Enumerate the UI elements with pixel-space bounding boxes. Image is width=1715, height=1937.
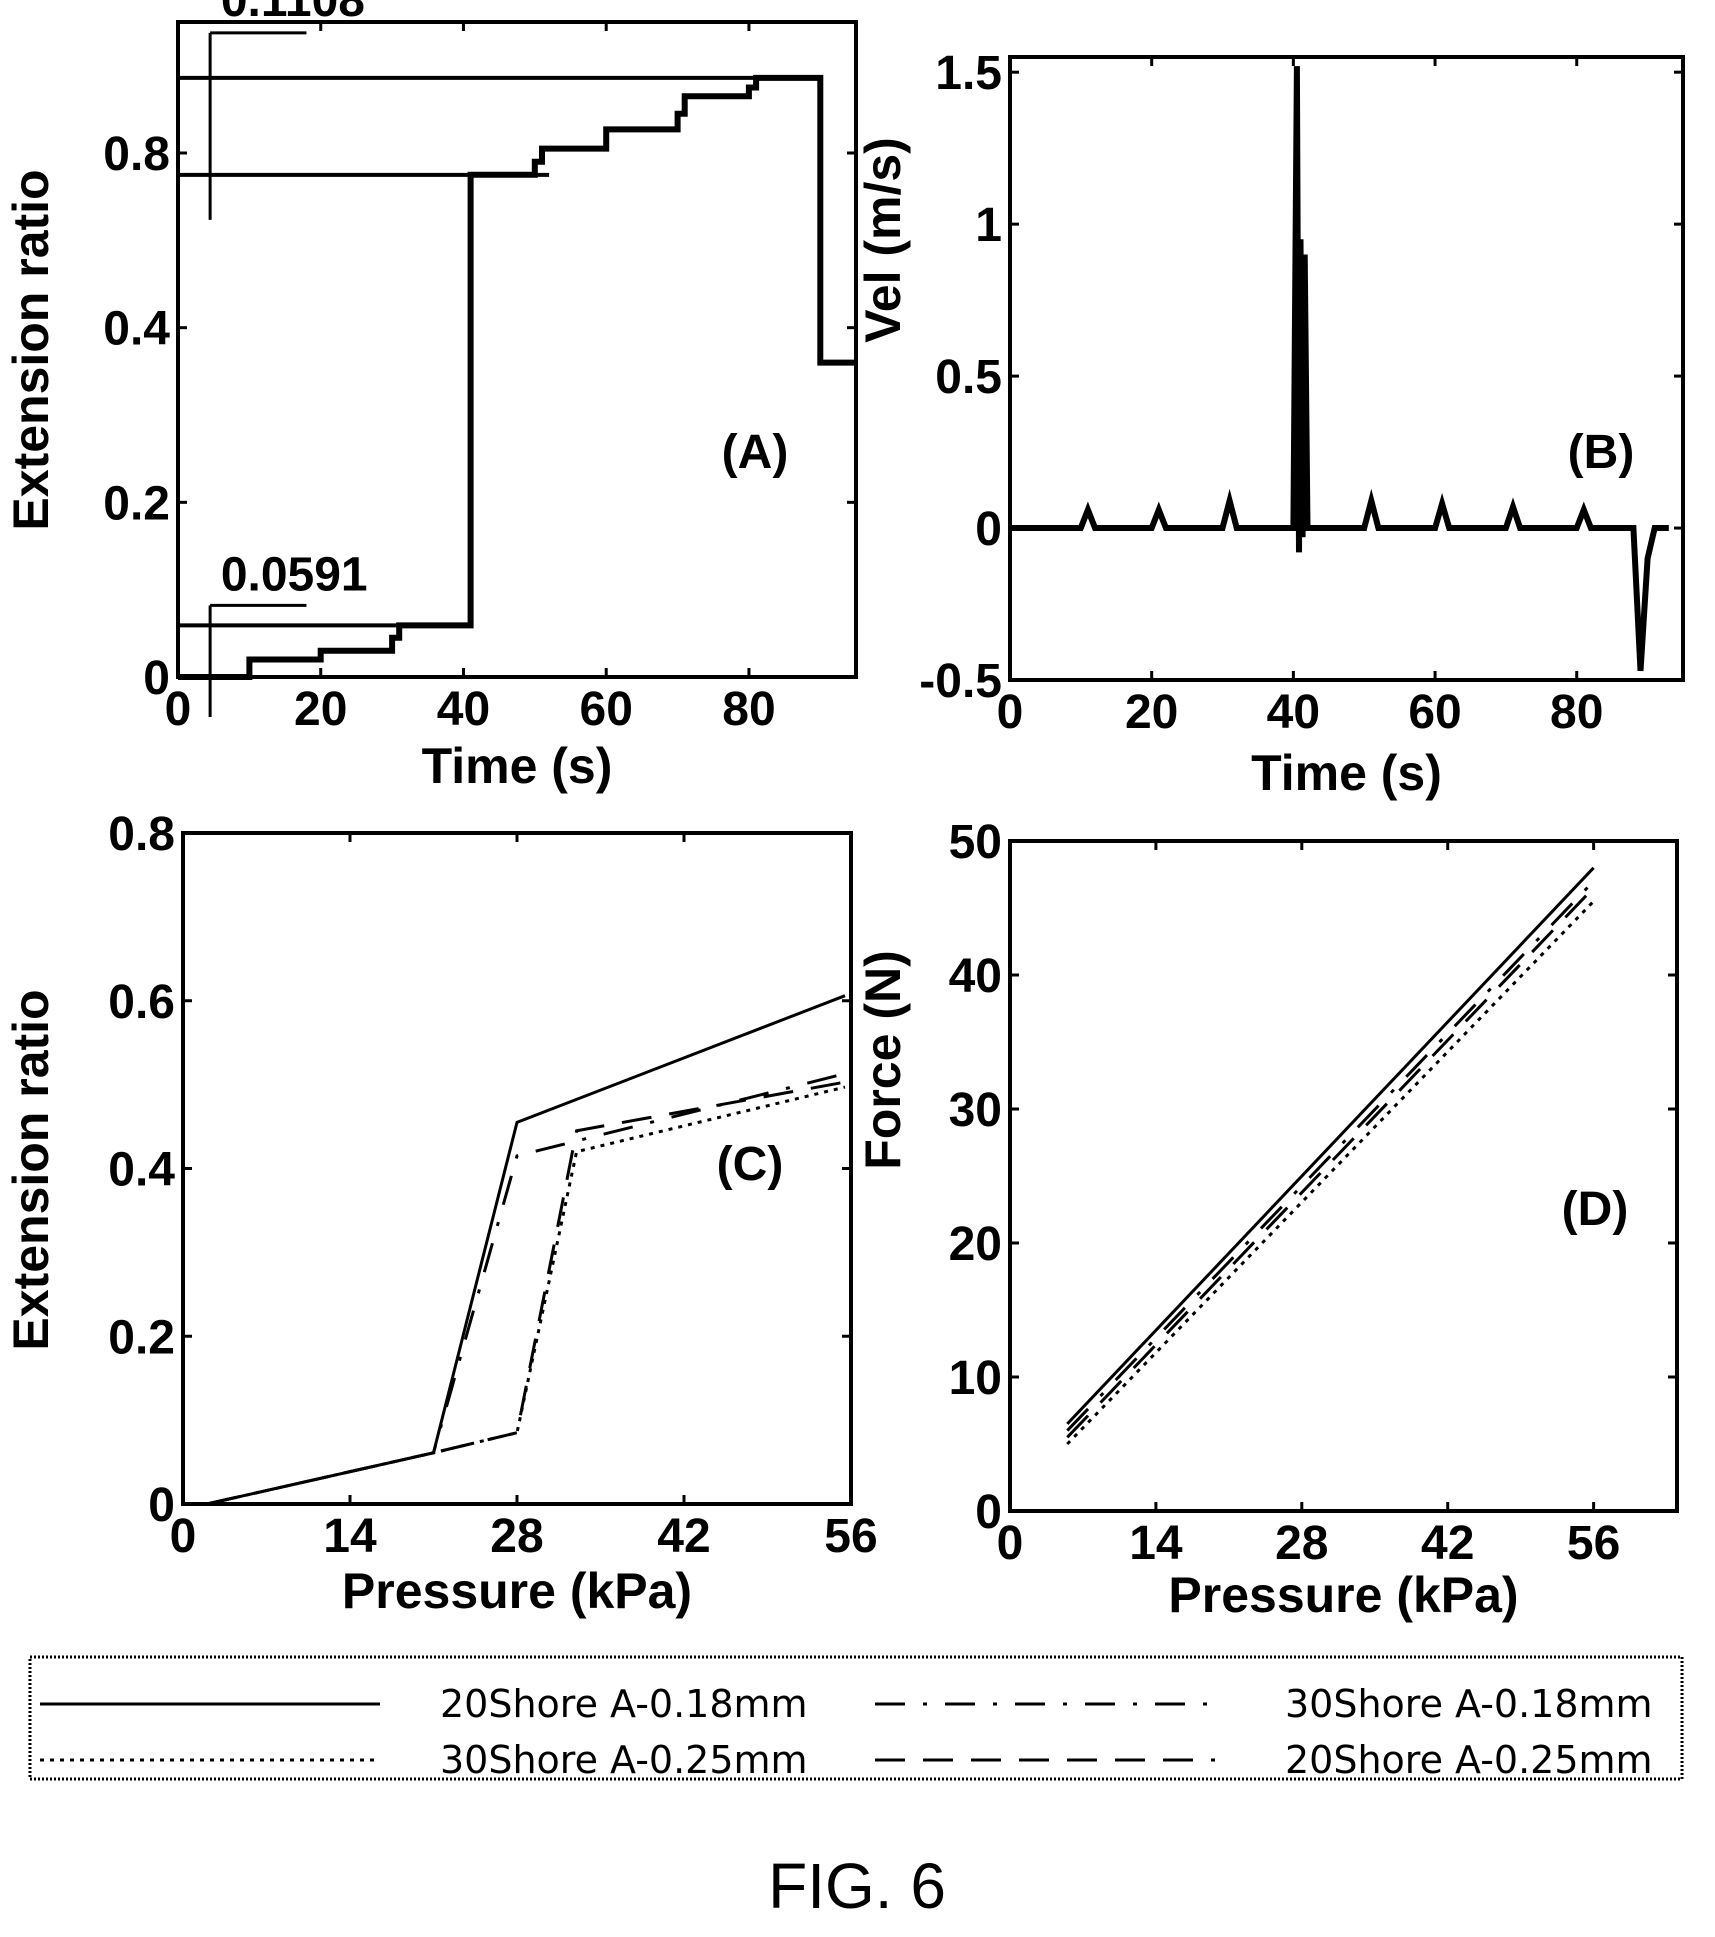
chart-panel-2: 0 14 28 42 56 0 0.2 0.4 0.6 0.8 Pressure (kPa) Exte…: [3, 808, 878, 1619]
x-tick-label: 56: [824, 1510, 877, 1563]
x-tick-label: 28: [490, 1510, 543, 1563]
series-line-3: [206, 1080, 846, 1506]
panel-label: (A): [722, 426, 789, 479]
y-tick-label: 0: [975, 1486, 1002, 1539]
y-tick-label: 0.4: [103, 303, 170, 356]
y-tick-label: 0: [143, 652, 170, 705]
annotation-label-0: 0.1108: [221, 0, 365, 27]
legend-label-2: 30Shore A-0.25mm: [440, 1738, 808, 1782]
y-tick-label: 0: [148, 1479, 175, 1532]
panel-label: (B): [1568, 426, 1635, 479]
x-tick-label: 14: [323, 1510, 377, 1563]
x-tick-label: 60: [580, 683, 633, 736]
plot-frame: [176, 20, 858, 679]
y-tick-label: 0.8: [103, 0, 170, 6]
y-tick-label: 40: [949, 950, 1002, 1003]
legend-frame: [28, 1655, 1684, 1781]
x-tick-label: 42: [657, 1510, 710, 1563]
y-axis-label: Vel (m/s): [855, 137, 911, 343]
series-line-0: [1010, 66, 1669, 672]
panel-label: (D): [1562, 1183, 1629, 1236]
y-tick-label: 0.8: [108, 808, 175, 861]
x-tick-label: 20: [1125, 686, 1178, 739]
y-tick-label: 10: [949, 1352, 1002, 1405]
x-tick-label: 0: [165, 683, 192, 736]
x-axis-label: Time (s): [422, 738, 613, 794]
y-tick-label: 0.6: [108, 976, 175, 1029]
y-tick-label: 20: [949, 1218, 1002, 1271]
x-tick-label: 42: [1421, 1517, 1474, 1570]
x-tick-label: 28: [1275, 1517, 1328, 1570]
series-line-1: [1066, 880, 1595, 1432]
x-tick-label: 56: [1567, 1517, 1620, 1570]
y-tick-label: 1: [975, 199, 1002, 252]
x-axis-label: Pressure (kPa): [1168, 1567, 1518, 1623]
x-axis-label: Time (s): [1251, 745, 1442, 801]
plot-frame: [1008, 55, 1685, 682]
x-tick-label: 0: [997, 1517, 1024, 1570]
x-tick-label: 40: [1267, 686, 1320, 739]
series-line-0: [206, 994, 846, 1506]
legend: 20Shore A-0.18mm 30Shore A-0.18mm 30Shor…: [28, 1655, 1684, 1782]
x-tick-label: 80: [722, 683, 775, 736]
y-tick-label: 50: [949, 816, 1002, 869]
series-line-2: [1066, 900, 1595, 1446]
y-axis-label: Extension ratio: [3, 169, 59, 530]
x-tick-label: 0: [997, 686, 1024, 739]
x-tick-label: 40: [437, 683, 490, 736]
legend-label-1: 30Shore A-0.18mm: [1285, 1682, 1653, 1726]
series-line-0: [178, 74, 856, 680]
x-tick-label: 14: [1129, 1517, 1183, 1570]
legend-label-0: 20Shore A-0.18mm: [440, 1682, 808, 1726]
y-tick-label: 0.4: [108, 1144, 175, 1197]
y-axis-label: Extension ratio: [3, 989, 59, 1350]
y-tick-label: 0.2: [103, 477, 170, 530]
y-tick-label: 30: [949, 1084, 1002, 1137]
x-tick-label: 80: [1550, 686, 1603, 739]
annotation-label-1: 0.0591: [221, 548, 368, 601]
chart-panel-0: 0 20 40 60 80 0 0.2 0.4 0.8 0.8 Time (s) Extension …: [3, 0, 858, 794]
plot-frame: [1008, 839, 1679, 1513]
x-tick-label: 0: [170, 1510, 197, 1563]
y-tick-label: 0.8: [103, 128, 170, 181]
x-axis-label: Pressure (kPa): [342, 1563, 692, 1619]
figure-caption: FIG. 6: [768, 1850, 946, 1922]
y-tick-label: 0.5: [935, 351, 1002, 404]
y-tick-label: 1.5: [935, 47, 1002, 100]
y-tick-label: 0.2: [108, 1311, 175, 1364]
series-line-3: [1066, 886, 1595, 1439]
y-tick-label: 0: [975, 503, 1002, 556]
y-axis-label: Force (N): [855, 950, 911, 1169]
panel-label: (C): [717, 1138, 784, 1191]
series-line-0: [1066, 866, 1595, 1425]
chart-panel-3: 0 14 28 42 56 0 10 20 30 40 50 Pressure (kPa) Force …: [855, 816, 1679, 1623]
legend-label-3: 20Shore A-0.25mm: [1285, 1738, 1653, 1782]
x-tick-label: 60: [1408, 686, 1461, 739]
x-tick-label: 20: [294, 683, 347, 736]
y-tick-label: -0.5: [919, 655, 1002, 708]
series-line-1: [206, 1072, 846, 1506]
